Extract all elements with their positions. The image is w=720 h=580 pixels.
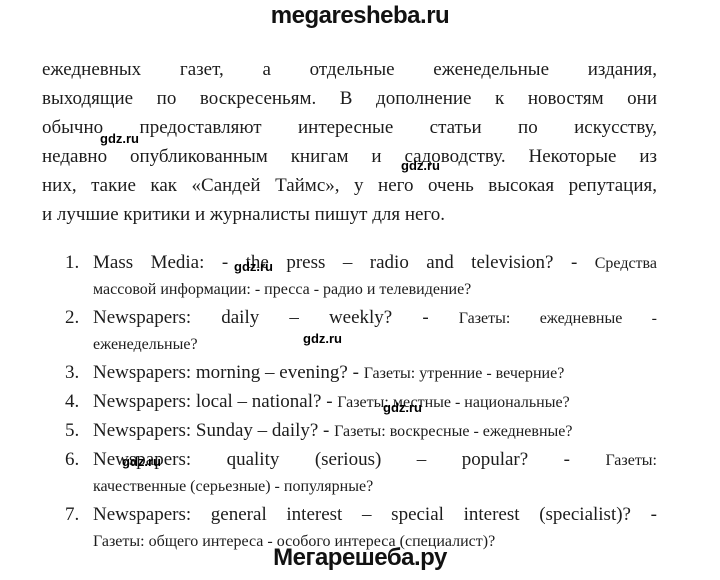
english-text: Newspapers: daily – weekly? - (93, 307, 459, 328)
list-item: 1. Mass Media: - the press – radio and t… (42, 250, 657, 303)
russian-text: Газеты: ежедневные - (458, 310, 657, 327)
list-item-line: Newspapers: general interest – special i… (93, 502, 657, 529)
english-text: Mass Media: - the press – radio and tele… (93, 252, 595, 273)
list-item: 4. Newspapers: local – national? - Газет… (42, 389, 657, 416)
list-item: 6. Newspapers: quality (serious) – popul… (42, 447, 657, 500)
english-text: Newspapers: Sunday – daily? - (93, 420, 335, 441)
english-text: Newspapers: general interest – special i… (93, 504, 657, 525)
gdz-watermark: gdz.ru (401, 158, 440, 173)
paragraph-line: недавно опубликованным книгам и садоводс… (42, 146, 657, 167)
russian-text: массовой информации: - пресса - радио и … (93, 281, 472, 298)
body-paragraph: ежедневных газет, а отдельные еженедельн… (42, 55, 657, 229)
russian-text: Газеты: воскресные - ежедневные? (334, 423, 573, 440)
russian-text: еженедельные? (93, 336, 198, 353)
russian-text: Газеты: общего интереса - особого интере… (93, 533, 496, 550)
list-item: 7. Newspapers: general interest – specia… (42, 502, 657, 555)
paragraph-line: обычно предоставляют интересные статьи п… (42, 117, 657, 138)
list-item-number: 4. (65, 391, 80, 412)
list-item: 2. Newspapers: daily – weekly? - Газеты:… (42, 305, 657, 358)
paragraph-line: выходящие по воскресеньям. В дополнение … (42, 88, 657, 109)
russian-text: Средства (594, 255, 657, 272)
list-item-line: еженедельные? (93, 332, 657, 358)
list-item-line: Newspapers: Sunday – daily? - Газеты: во… (93, 418, 657, 445)
list-item-line: Газеты: общего интереса - особого интере… (93, 529, 657, 555)
list-item-line: Mass Media: - the press – radio and tele… (93, 250, 657, 277)
english-text: Newspapers: quality (serious) – popular?… (93, 449, 606, 470)
site-header: megaresheba.ru (270, 2, 450, 29)
list-item-line: Newspapers: local – national? - Газеты: … (93, 389, 657, 416)
list-item-number: 3. (65, 362, 80, 383)
list-item-number: 1. (65, 252, 80, 273)
gdz-watermark: gdz.ru (122, 454, 161, 469)
gdz-watermark: gdz.ru (100, 131, 139, 146)
list-item-line: качественные (серьезные) - популярные? (93, 474, 657, 500)
paragraph-line: ежедневных газет, а отдельные еженедельн… (42, 59, 657, 80)
russian-text: качественные (серьезные) - популярные? (93, 478, 374, 495)
list-item: 5. Newspapers: Sunday – daily? - Газеты:… (42, 418, 657, 445)
list-item-number: 6. (65, 449, 80, 470)
list-item-line: Newspapers: quality (serious) – popular?… (93, 447, 657, 474)
russian-text: Газеты: утренние - вечерние? (363, 365, 565, 382)
list-item-line: массовой информации: - пресса - радио и … (93, 277, 657, 303)
russian-text: Газеты: местные - национальные? (337, 394, 570, 411)
list-item-number: 5. (65, 420, 80, 441)
list-item-number: 7. (65, 504, 80, 525)
list-item-number: 2. (65, 307, 80, 328)
english-text: Newspapers: morning – evening? - (93, 362, 364, 383)
gdz-watermark: gdz.ru (303, 331, 342, 346)
english-text: Newspapers: local – national? - (93, 391, 338, 412)
list-item: 3. Newspapers: morning – evening? - Газе… (42, 360, 657, 387)
numbered-list: 1. Mass Media: - the press – radio and t… (42, 250, 657, 557)
gdz-watermark: gdz.ru (234, 259, 273, 274)
paragraph-line: них, такие как «Сандей Таймс», у него оч… (42, 175, 657, 196)
paragraph-line: и лучшие критики и журналисты пишут для … (42, 204, 445, 225)
list-item-line: Newspapers: morning – evening? - Газеты:… (93, 360, 657, 387)
russian-text: Газеты: (605, 452, 657, 469)
gdz-watermark: gdz.ru (383, 400, 422, 415)
site-footer: Мегарешеба.ру (273, 544, 447, 571)
list-item-line: Newspapers: daily – weekly? - Газеты: еж… (93, 305, 657, 332)
